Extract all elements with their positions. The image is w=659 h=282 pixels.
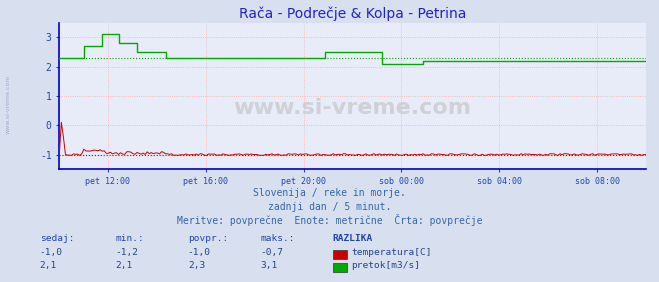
Text: -1,0: -1,0 [188, 248, 211, 257]
Text: povpr.:: povpr.: [188, 234, 228, 243]
Text: pretok[m3/s]: pretok[m3/s] [351, 261, 420, 270]
Text: min.:: min.: [115, 234, 144, 243]
Text: RAZLIKA: RAZLIKA [333, 234, 373, 243]
Text: zadnji dan / 5 minut.: zadnji dan / 5 minut. [268, 202, 391, 212]
Text: www.si-vreme.com: www.si-vreme.com [5, 75, 11, 134]
Text: temperatura[C]: temperatura[C] [351, 248, 432, 257]
Text: maks.:: maks.: [260, 234, 295, 243]
Text: 2,1: 2,1 [40, 261, 57, 270]
Text: 2,1: 2,1 [115, 261, 132, 270]
Text: Meritve: povprečne  Enote: metrične  Črta: povprečje: Meritve: povprečne Enote: metrične Črta:… [177, 214, 482, 226]
Title: Rača - Podrečje & Kolpa - Petrina: Rača - Podrečje & Kolpa - Petrina [239, 7, 467, 21]
Text: Slovenija / reke in morje.: Slovenija / reke in morje. [253, 188, 406, 198]
Text: www.si-vreme.com: www.si-vreme.com [233, 98, 472, 118]
Text: -1,2: -1,2 [115, 248, 138, 257]
Text: -1,0: -1,0 [40, 248, 63, 257]
Text: -0,7: -0,7 [260, 248, 283, 257]
Text: 2,3: 2,3 [188, 261, 205, 270]
Text: 3,1: 3,1 [260, 261, 277, 270]
Text: sedaj:: sedaj: [40, 234, 74, 243]
